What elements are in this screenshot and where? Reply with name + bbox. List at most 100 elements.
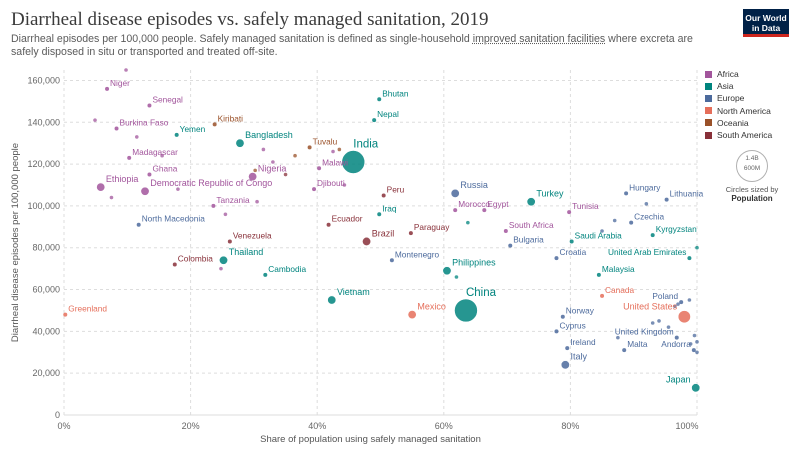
data-point (695, 350, 699, 355)
data-point (327, 295, 337, 305)
point-label: Ghana (152, 164, 177, 174)
data-point (341, 150, 366, 174)
data-point (674, 335, 679, 340)
data-point (612, 218, 617, 223)
point-label: Malaysia (602, 264, 635, 274)
legend-item-africa[interactable]: Africa (705, 68, 772, 80)
data-point (96, 182, 106, 192)
data-point (377, 97, 382, 102)
legend-label: Europe (717, 93, 745, 104)
data-point (381, 193, 386, 198)
data-point (362, 236, 372, 246)
data-point (134, 135, 139, 139)
data-point (454, 275, 459, 279)
legend-label: Oceania (717, 117, 749, 128)
legend-item-north-america[interactable]: North America (705, 105, 772, 117)
data-point (482, 208, 487, 213)
point-label: Djibouti (317, 178, 345, 188)
point-label: China (466, 287, 497, 299)
logo-line-1: Our World (745, 13, 787, 23)
point-label: India (353, 139, 379, 151)
data-point (223, 212, 228, 217)
point-label: Iraq (382, 203, 397, 213)
data-point (255, 199, 259, 204)
point-label: Malawi (322, 157, 348, 167)
size-key-big: 1.4B (745, 155, 759, 162)
point-label: Saudi Arabia (575, 230, 622, 240)
x-axis-label: Share of population using safely managed… (260, 434, 481, 445)
point-label: Italy (571, 352, 588, 362)
point-label: Venezuela (233, 230, 272, 240)
data-point (127, 155, 132, 160)
y-tick-label: 100,000 (27, 201, 60, 211)
legend-swatch (705, 82, 712, 90)
point-label: Andorra (661, 339, 691, 349)
data-point (624, 191, 629, 196)
data-point (253, 168, 257, 173)
data-point (219, 266, 223, 271)
point-label: Czechia (634, 212, 664, 222)
legend-label: South America (717, 130, 773, 141)
x-tick-label: 40% (308, 421, 326, 431)
data-point (140, 186, 150, 196)
x-tick-label: 60% (435, 421, 453, 431)
subtitle-link[interactable]: improved sanitation facilities (472, 33, 606, 45)
y-tick-label: 60,000 (32, 285, 60, 295)
legend-item-asia[interactable]: Asia (705, 80, 772, 92)
data-point (629, 220, 634, 225)
point-label: United Kingdom (615, 327, 674, 337)
data-point (408, 231, 413, 236)
point-label: Mexico (417, 301, 446, 311)
data-point (124, 68, 128, 72)
data-point (622, 348, 627, 353)
data-point (114, 126, 119, 131)
point-label: Tunisia (572, 201, 599, 211)
data-point (337, 147, 342, 152)
data-point (372, 118, 377, 123)
legend-item-europe[interactable]: Europe (705, 92, 772, 104)
data-point (560, 360, 570, 370)
data-point (442, 266, 452, 276)
owid-logo[interactable]: Our World in Data (743, 9, 789, 37)
point-label: Egypt (487, 199, 509, 209)
y-tick-label: 40,000 (32, 326, 60, 336)
point-label: Madagascar (132, 147, 178, 157)
data-point (657, 319, 661, 323)
data-point (293, 153, 297, 158)
subtitle-text-2: where excreta are safely disposed in sit… (11, 33, 693, 58)
point-label: Yemen (180, 124, 206, 134)
data-point (695, 245, 699, 250)
data-point (526, 197, 536, 207)
data-point (407, 310, 417, 320)
point-label: Bangladesh (245, 130, 293, 140)
data-point (317, 166, 322, 171)
point-label: Brazil (372, 228, 395, 238)
data-point (377, 212, 382, 217)
data-point (63, 312, 68, 317)
point-label: Vietnam (337, 287, 370, 297)
data-point (454, 298, 478, 323)
data-point (271, 160, 275, 164)
data-point (219, 255, 229, 265)
legend-item-oceania[interactable]: Oceania (705, 117, 772, 129)
chart-title: Diarrheal disease episodes vs. safely ma… (11, 9, 489, 30)
x-tick-label: 100% (675, 421, 698, 431)
point-label: South Africa (509, 220, 554, 230)
legend-item-south-america[interactable]: South America (705, 129, 772, 141)
data-point (600, 293, 605, 298)
point-label: Nigeria (258, 163, 287, 173)
point-label: Montenegro (395, 249, 440, 259)
point-label: Tanzania (216, 195, 250, 205)
point-label: Turkey (536, 189, 564, 199)
legend-swatch (705, 94, 712, 102)
size-key-caption: Circles sized by (725, 185, 779, 194)
point-label: Greenland (68, 304, 107, 314)
subtitle-text-1: Diarrheal episodes per 100,000 people. S… (11, 33, 473, 45)
data-point (307, 145, 312, 150)
data-point (147, 172, 152, 177)
point-label: Ireland (570, 337, 596, 347)
point-label: Niger (110, 78, 130, 88)
y-axis-label: Diarrheal disease episodes per 100,000 p… (10, 143, 21, 342)
legend-swatch (705, 70, 712, 78)
point-label: Bhutan (382, 88, 409, 98)
